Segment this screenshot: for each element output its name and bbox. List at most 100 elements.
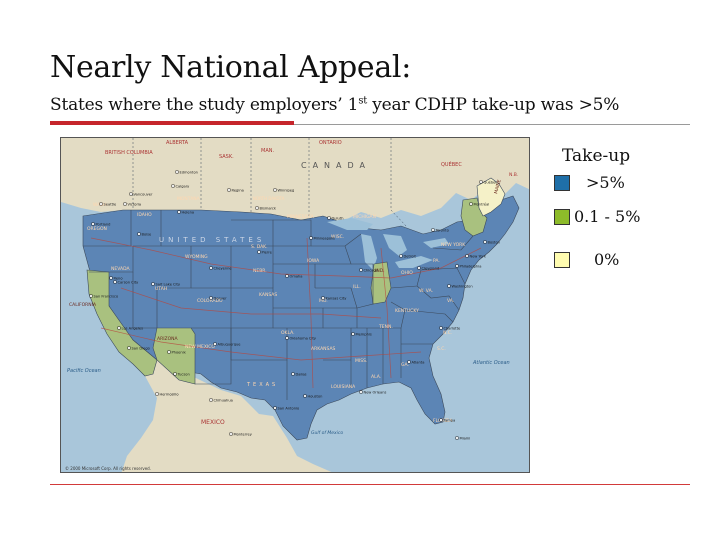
title-divider-accent xyxy=(50,121,294,125)
city-label: Calgary xyxy=(176,185,191,189)
city-label: Seattle xyxy=(104,203,118,207)
label-canada: CANADA xyxy=(301,161,371,170)
city-label: Washington xyxy=(452,285,473,289)
city-marker xyxy=(399,254,403,258)
map-copyright: © 2000 Microsoft Corp. All rights reserv… xyxy=(65,466,151,471)
label-arkansas: ARKANSAS xyxy=(311,346,336,352)
legend-label-high: >5% xyxy=(586,173,625,192)
label-ind: IND. xyxy=(375,268,385,274)
label-mexico: MEXICO xyxy=(201,419,225,426)
title-divider xyxy=(50,124,690,125)
city-marker xyxy=(291,372,295,376)
label-s-dak: S. DAK. xyxy=(251,244,268,250)
legend-swatch-zero xyxy=(554,252,570,268)
subtitle-rest: year CDHP take-up was >5% xyxy=(367,95,620,115)
city-marker xyxy=(137,232,141,236)
city-label: Charlotte xyxy=(444,327,461,331)
label-ala: ALA. xyxy=(371,374,381,380)
label-utah: UTAH xyxy=(155,286,167,292)
label-louisiana: LOUISIANA xyxy=(331,384,356,390)
city-marker xyxy=(439,326,443,330)
label-wyoming: WYOMING xyxy=(185,254,208,260)
city-marker xyxy=(309,236,313,240)
map-canvas: BRITISH COLUMBIA ALBERTA SASK. MAN. ONTA… xyxy=(61,138,529,472)
label-va: VA. xyxy=(447,298,454,304)
city-label: Miami xyxy=(460,437,471,441)
map-labels: BRITISH COLUMBIA ALBERTA SASK. MAN. ONTA… xyxy=(67,140,518,436)
highways xyxy=(90,237,482,389)
label-alberta: ALBERTA xyxy=(166,140,189,146)
state-maine xyxy=(476,177,506,217)
city-marker xyxy=(483,240,487,244)
city-label: Portland xyxy=(96,223,111,227)
label-arizona: ARIZONA xyxy=(157,336,179,342)
label-new-mexico: NEW MEXICO xyxy=(185,344,215,350)
city-marker xyxy=(273,188,277,192)
label-colorado: COLORADO xyxy=(197,298,223,304)
label-ohio: OHIO xyxy=(401,270,413,276)
city-label: Philadelphia xyxy=(460,265,482,269)
city-marker xyxy=(327,216,331,220)
city-marker xyxy=(439,418,443,422)
city-marker xyxy=(151,282,155,286)
city-label: Duluth xyxy=(332,217,344,221)
city-marker xyxy=(359,390,363,394)
label-mo: MO. xyxy=(319,298,328,304)
city-label: Minneapolis xyxy=(314,237,336,241)
city-label: Québec xyxy=(484,181,498,185)
city-marker xyxy=(117,326,121,330)
subtitle-superscript: st xyxy=(358,95,368,107)
label-nebr: NEBR. xyxy=(253,268,267,274)
city-label: Salt Lake City xyxy=(156,283,181,287)
legend-label-mid: 0.1 - 5% xyxy=(574,207,641,226)
city-label: Vancouver xyxy=(134,193,153,197)
label-kansas: KANSAS xyxy=(259,292,277,298)
city-markers: Seattle Portland Boise Helena Bismarck Pierre… xyxy=(89,170,500,441)
label-atlantic-ocean: Atlantic Ocean xyxy=(472,360,510,366)
label-miss: MISS. xyxy=(355,358,367,364)
city-label: Bismarck xyxy=(260,207,277,211)
city-marker xyxy=(129,192,133,196)
city-label: Memphis xyxy=(356,333,372,337)
label-ontario: ONTARIO xyxy=(319,140,342,146)
city-label: New York xyxy=(470,255,487,259)
label-united-states: UNITED STATES xyxy=(159,236,265,244)
city-marker xyxy=(227,188,231,192)
city-label: Helena xyxy=(182,211,195,215)
label-pacific-ocean: Pacific Ocean xyxy=(67,368,101,374)
label-nc: N.C. xyxy=(443,330,452,336)
city-marker xyxy=(321,296,325,300)
city-marker xyxy=(303,394,307,398)
city-marker xyxy=(455,436,459,440)
city-marker xyxy=(127,346,131,350)
label-nevada: NEVADA xyxy=(111,266,130,272)
city-marker xyxy=(177,210,181,214)
label-sc: S.C. xyxy=(437,346,446,352)
label-quebec: QUÉBEC xyxy=(441,160,462,168)
state-indiana xyxy=(370,261,392,305)
city-label: Toronto xyxy=(435,229,449,233)
label-ga: GA. xyxy=(401,362,409,368)
city-marker xyxy=(113,280,117,284)
mexico-landmass xyxy=(121,348,332,472)
label-iowa: IOWA xyxy=(307,258,320,264)
city-label: New Orleans xyxy=(364,391,387,395)
legend-title: Take-up xyxy=(562,146,631,166)
city-label: Atlanta xyxy=(412,361,425,365)
city-marker xyxy=(175,170,179,174)
label-pa: PA. xyxy=(433,258,440,264)
state-borders xyxy=(83,210,474,400)
label-okla: OKLA. xyxy=(281,330,295,336)
city-marker xyxy=(229,432,233,436)
label-texas: TEXAS xyxy=(246,382,278,388)
label-california: CALIFORNIA xyxy=(69,302,97,308)
city-marker xyxy=(285,274,289,278)
us-map: BRITISH COLUMBIA ALBERTA SASK. MAN. ONTA… xyxy=(60,137,530,473)
city-label: San Diego xyxy=(132,347,150,351)
city-marker xyxy=(455,264,459,268)
city-label: Pierre xyxy=(262,251,273,255)
label-w-va: W. VA. xyxy=(419,288,433,294)
city-label: Reno xyxy=(114,277,123,281)
city-label: Cheyenne xyxy=(214,267,233,271)
city-marker xyxy=(171,184,175,188)
